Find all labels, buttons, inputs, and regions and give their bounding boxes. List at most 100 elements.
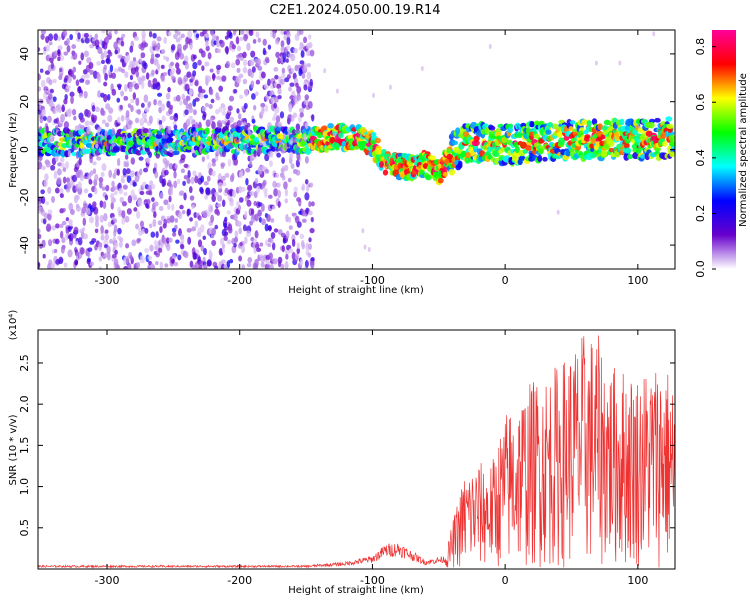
spectrogram-cell: [226, 260, 231, 269]
spectrogram-cell: [116, 168, 121, 176]
spectrogram-cell: [50, 262, 56, 269]
x-tick-label: 100: [627, 574, 648, 587]
spectrogram-cell: [86, 57, 92, 64]
spectrogram-cell: [192, 70, 197, 77]
spectrogram-cell: [209, 68, 214, 73]
spectrogram-cell: [363, 244, 367, 250]
spectrogram-cell: [42, 108, 46, 114]
spectrogram-cell: [139, 118, 145, 127]
spectrogram-cell: [119, 104, 123, 110]
spectrogram-cell: [280, 263, 285, 269]
spectrogram-cell: [206, 75, 212, 83]
spectrogram-cell: [106, 54, 110, 60]
spectrogram-cell: [293, 47, 298, 54]
spectrogram-cell: [154, 171, 159, 179]
spectrogram-cell: [243, 102, 248, 110]
spectrogram-cell: [143, 118, 148, 124]
spectrogram-cell: [298, 198, 302, 207]
snr-x-label: Height of straight line (km): [288, 585, 424, 596]
spectrogram-cell: [148, 260, 152, 266]
spectrogram-cell: [239, 36, 244, 42]
spectrogram-cell: [244, 89, 249, 97]
spectrogram-cell: [232, 213, 238, 221]
spectrogram-cell: [147, 264, 152, 269]
spectrogram-cell: [124, 162, 129, 167]
spectrogram-cell: [224, 172, 230, 178]
spectrogram-cell: [144, 248, 150, 254]
spectrogram-cell: [180, 33, 185, 38]
y-tick-label: 2.5: [18, 354, 31, 372]
spectrogram-cell: [537, 154, 543, 163]
spectrogram-cell: [43, 179, 48, 188]
spectrogram-cell: [48, 239, 53, 247]
spectrogram-cell: [277, 121, 283, 128]
spectrogram-cell: [129, 170, 135, 178]
spectrogram-cell: [60, 149, 66, 158]
spectrogram-cell: [310, 257, 315, 262]
spectrogram-cell: [200, 50, 206, 58]
spectrogram-cell: [218, 106, 223, 113]
spectrogram-cell: [243, 33, 248, 42]
spectrogram-cell: [88, 216, 95, 224]
spectrogram-cell: [584, 134, 591, 139]
spectrogram-cell: [162, 71, 168, 76]
spectrogram-cell: [296, 86, 302, 94]
x-tick-label: -200: [227, 274, 252, 287]
spectrogram-cell: [101, 59, 105, 65]
spectrogram-cell: [85, 109, 91, 118]
spectrogram-cell: [600, 134, 606, 140]
spectrogram-cell: [221, 175, 226, 182]
spectrogram-cell: [276, 152, 281, 158]
spectrogram-cell: [654, 146, 661, 152]
spectrogram-cell: [54, 248, 58, 254]
spectrogram-cell: [191, 204, 195, 210]
spectrogram-cell: [306, 71, 312, 80]
spectrogram-cell: [304, 147, 312, 155]
spectrogram-cell: [246, 199, 252, 207]
spectrogram-cell: [117, 227, 122, 235]
spectrogram-cell: [135, 70, 140, 78]
spectrogram-cell: [134, 60, 139, 67]
spectrogram-cell: [304, 179, 309, 185]
spectrogram-cell: [308, 237, 312, 243]
spectrogram-cell: [214, 191, 219, 197]
spectrogram-cell: [42, 253, 46, 259]
spectrogram-cell: [296, 242, 300, 250]
spectrogram-cell: [170, 44, 176, 51]
snr-series-line: [38, 335, 675, 569]
spectrogram-cell: [125, 243, 130, 249]
spectrogram-cell: [96, 61, 101, 66]
spectrogram-cell: [61, 220, 67, 226]
spectrogram-cell: [264, 56, 270, 63]
spectrogram-cell: [236, 45, 242, 52]
spectrogram-cell: [89, 170, 94, 176]
spectrogram-cell: [71, 44, 77, 50]
spectrogram-cell: [38, 262, 41, 269]
spectrogram-cell: [254, 177, 259, 184]
spectrogram-cell: [129, 45, 134, 53]
spectrogram-cell: [187, 30, 193, 39]
spectrogram-cell: [280, 40, 285, 48]
spectrogram-cell: [116, 264, 121, 269]
spectrogram-cell: [542, 156, 548, 162]
spectrogram-cell: [180, 168, 186, 174]
spectrogram-cell: [139, 56, 143, 64]
spectrogram-cell: [201, 156, 206, 163]
spectrogram-cell: [220, 163, 225, 169]
spectrogram-cell: [296, 221, 302, 228]
spectrogram-cell: [292, 136, 298, 144]
spectrogram-cell: [130, 66, 137, 75]
spectrogram-cell: [552, 123, 559, 130]
spectrogram-cell: [186, 71, 192, 78]
spectrogram-cell: [197, 239, 203, 248]
spectrogram-cell: [212, 33, 217, 42]
spectrogram-cell: [78, 60, 82, 65]
spectrogram-cell: [90, 114, 95, 122]
spectrogram-cell: [80, 247, 85, 255]
spectrogram-cell: [103, 64, 108, 71]
spectrogram-cell: [128, 86, 133, 92]
spectrogram-cell: [68, 202, 74, 211]
spectrogram-cell: [132, 92, 137, 100]
spectrogram-cell: [308, 210, 313, 216]
spectrogram-cell: [305, 184, 310, 192]
